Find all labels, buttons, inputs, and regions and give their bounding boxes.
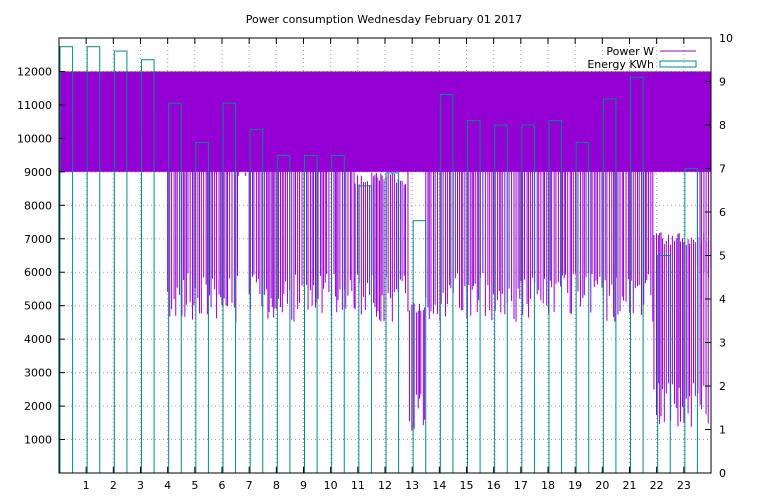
y-right-tick-label: 3 bbox=[719, 337, 726, 350]
y-right-tick-label: 10 bbox=[719, 32, 733, 45]
y-left-tick-label: 12000 bbox=[17, 65, 52, 78]
y-left-axis-ticks: 1000 2000 3000 4000 5000 6000 7000 8000 9000 1000… bbox=[17, 65, 65, 447]
x-tick-label: 19 bbox=[568, 479, 582, 492]
x-tick-label: 6 bbox=[219, 479, 226, 492]
legend-power-label: Power W bbox=[606, 45, 654, 58]
power-series bbox=[58, 71, 712, 431]
y-right-axis-ticks: 0 1 2 3 4 5 6 7 8 9 10 bbox=[705, 32, 733, 480]
y-left-tick-label: 4000 bbox=[24, 333, 52, 346]
energy-bar bbox=[548, 120, 563, 474]
y-left-tick-label: 1000 bbox=[24, 434, 52, 447]
x-tick-label: 17 bbox=[514, 479, 528, 492]
x-tick-label: 20 bbox=[595, 479, 609, 492]
x-tick-label: 21 bbox=[623, 479, 637, 492]
x-tick-label: 13 bbox=[405, 479, 419, 492]
x-tick-label: 14 bbox=[432, 479, 446, 492]
y-right-tick-label: 0 bbox=[719, 467, 726, 480]
legend-energy-label: Energy KWh bbox=[587, 58, 654, 71]
y-right-tick-label: 1 bbox=[719, 424, 726, 437]
y-right-tick-label: 6 bbox=[719, 206, 726, 219]
x-tick-label: 2 bbox=[110, 479, 117, 492]
x-tick-label: 5 bbox=[191, 479, 198, 492]
legend-energy-swatch bbox=[659, 60, 697, 68]
y-left-tick-label: 3000 bbox=[24, 367, 52, 380]
y-right-tick-label: 4 bbox=[719, 293, 726, 306]
x-tick-label: 4 bbox=[164, 479, 171, 492]
y-right-tick-label: 5 bbox=[719, 250, 726, 263]
y-left-tick-label: 9000 bbox=[24, 166, 52, 179]
y-right-tick-label: 2 bbox=[719, 380, 726, 393]
y-left-tick-label: 10000 bbox=[17, 132, 52, 145]
x-tick-label: 8 bbox=[273, 479, 280, 492]
x-tick-label: 16 bbox=[487, 479, 501, 492]
x-tick-label: 9 bbox=[300, 479, 307, 492]
x-tick-label: 18 bbox=[541, 479, 555, 492]
chart-title: Power consumption Wednesday February 01 … bbox=[246, 13, 522, 26]
y-left-tick-label: 6000 bbox=[24, 266, 52, 279]
y-right-tick-label: 8 bbox=[719, 119, 726, 132]
x-tick-label: 15 bbox=[460, 479, 474, 492]
y-left-tick-label: 11000 bbox=[17, 99, 52, 112]
y-left-tick-label: 8000 bbox=[24, 199, 52, 212]
x-tick-label: 1 bbox=[83, 479, 90, 492]
y-left-tick-label: 2000 bbox=[24, 400, 52, 413]
x-tick-label: 22 bbox=[650, 479, 664, 492]
x-tick-label: 3 bbox=[137, 479, 144, 492]
x-tick-label: 10 bbox=[324, 479, 338, 492]
y-left-tick-label: 7000 bbox=[24, 233, 52, 246]
y-left-tick-label: 5000 bbox=[24, 300, 52, 313]
x-tick-label: 7 bbox=[246, 479, 253, 492]
y-right-tick-label: 7 bbox=[719, 163, 726, 176]
y-right-tick-label: 9 bbox=[719, 76, 726, 89]
x-tick-label: 23 bbox=[677, 479, 691, 492]
chart-legend: Power W Energy KWh bbox=[587, 45, 697, 71]
x-tick-label: 12 bbox=[378, 479, 392, 492]
x-tick-label: 11 bbox=[351, 479, 365, 492]
x-axis-ticks: 1 2 3 4 5 6 7 8 9 10 11 12 13 14 15 16 17 18 19 20 21 22 23 bbox=[83, 38, 691, 492]
